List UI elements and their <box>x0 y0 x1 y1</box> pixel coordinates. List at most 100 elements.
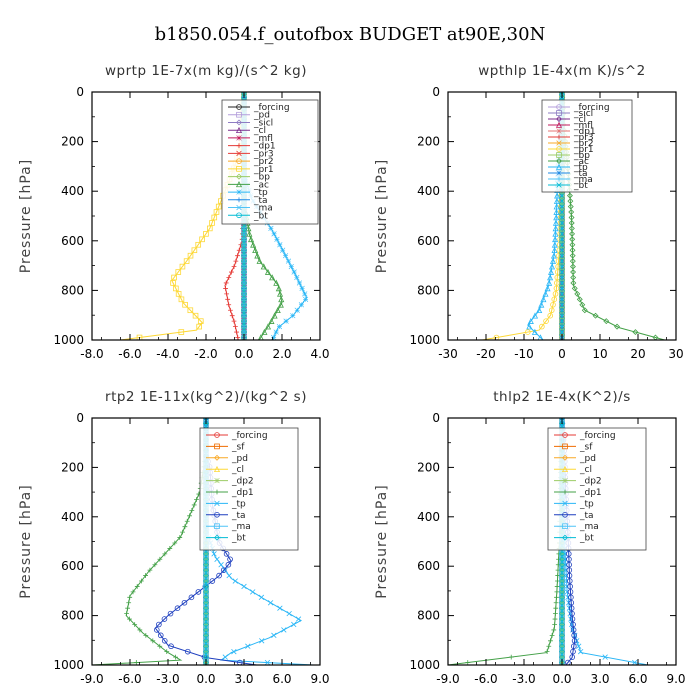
series-marker <box>559 247 565 253</box>
legend-marker <box>214 534 220 541</box>
legend-label: _ta <box>253 196 268 206</box>
x-tick-label: 9.0 <box>666 672 685 686</box>
series-marker <box>203 572 209 579</box>
series-marker <box>182 524 188 530</box>
legend-label: _cl <box>231 465 244 475</box>
x-tick-label: 3.0 <box>590 672 609 686</box>
legend-label: _sf <box>231 442 245 452</box>
series-marker <box>559 588 565 595</box>
y-axis-label: Pressure [hPa] <box>374 159 390 273</box>
series-marker <box>241 291 247 297</box>
series-marker <box>203 605 209 612</box>
series-marker <box>559 285 565 292</box>
x-tick-label: -4.0 <box>156 347 179 361</box>
series-marker <box>127 594 133 600</box>
series-marker <box>203 594 209 601</box>
series-marker <box>214 556 220 562</box>
series-marker <box>187 307 194 314</box>
series-marker <box>569 616 576 622</box>
series-marker <box>553 214 560 221</box>
series-marker <box>568 594 574 601</box>
series-marker <box>544 649 550 655</box>
series-marker <box>552 219 559 226</box>
series-marker <box>566 192 573 199</box>
legend-marker <box>214 523 220 529</box>
x-tick-label: -9.0 <box>80 672 103 686</box>
series-marker <box>157 643 163 649</box>
series-marker <box>544 285 551 292</box>
series-marker <box>203 637 209 644</box>
series-marker <box>246 230 253 237</box>
series-marker <box>553 197 560 204</box>
series-marker <box>150 638 156 644</box>
legend-label: _dp1 <box>573 127 596 137</box>
series-marker <box>241 301 247 308</box>
series-marker <box>161 637 168 644</box>
series-marker <box>241 241 247 248</box>
series-marker <box>269 274 276 281</box>
series-marker <box>566 567 573 573</box>
series-marker <box>127 616 132 622</box>
series-marker <box>174 605 181 611</box>
series-marker <box>567 203 574 210</box>
series-marker <box>225 561 232 568</box>
series-marker <box>245 643 251 649</box>
series-marker <box>571 285 578 292</box>
series-marker <box>203 632 209 639</box>
series-marker <box>222 567 228 573</box>
series-marker <box>181 599 188 606</box>
series-marker <box>274 236 280 242</box>
series-marker <box>559 291 565 297</box>
series-marker <box>196 323 202 330</box>
series-marker <box>559 231 565 237</box>
series-marker <box>167 610 174 617</box>
series-marker <box>508 654 514 660</box>
series-marker <box>570 621 576 628</box>
series-marker <box>172 540 178 546</box>
series-marker <box>125 605 131 611</box>
y-tick-label: 800 <box>61 283 84 297</box>
series-marker <box>264 268 271 275</box>
series-marker <box>581 307 588 314</box>
y-axis-label: Pressure [hPa] <box>18 159 34 273</box>
series-marker <box>577 648 584 655</box>
series-marker <box>551 627 557 633</box>
series-marker <box>278 296 285 303</box>
series-marker <box>570 627 577 633</box>
series-marker <box>203 550 209 557</box>
legend: _forcing_sf _pd_cl _dp2_dp1_tp _ta_ma _bt <box>547 427 647 551</box>
legend-label: _dp2 <box>231 477 254 487</box>
series-marker <box>229 269 234 275</box>
series-marker <box>569 258 576 265</box>
series-marker <box>194 497 199 502</box>
series-marker <box>241 296 247 303</box>
series-marker <box>232 324 238 330</box>
series-marker <box>162 551 168 557</box>
series-marker <box>559 318 565 324</box>
series-marker <box>568 599 575 606</box>
legend-label: _forcing <box>573 103 610 113</box>
series-marker <box>231 318 237 324</box>
series-marker <box>559 637 565 644</box>
legend: _forcing_sicl_cl_mfl_dp1_pr3_pr2_pr1_bp_… <box>541 99 633 193</box>
series-marker <box>147 567 153 573</box>
series-marker <box>553 605 559 611</box>
legend-marker <box>556 176 562 182</box>
series-marker <box>559 313 565 319</box>
legend-marker <box>236 173 242 180</box>
series-marker <box>569 247 576 254</box>
legend-label: _pr1 <box>573 145 594 155</box>
series-marker <box>203 567 209 574</box>
series-marker <box>280 247 286 253</box>
y-tick-label: 1000 <box>53 333 84 347</box>
x-tick-label: -10 <box>514 347 534 361</box>
legend-marker <box>556 134 562 140</box>
legend-label: _ma <box>573 175 593 185</box>
series-marker <box>559 209 565 215</box>
series-marker <box>569 241 576 248</box>
series-marker <box>226 302 232 308</box>
legend-label: _pr1 <box>253 165 274 175</box>
series-marker <box>290 313 296 319</box>
series-marker <box>231 648 237 655</box>
series-marker <box>223 286 228 291</box>
